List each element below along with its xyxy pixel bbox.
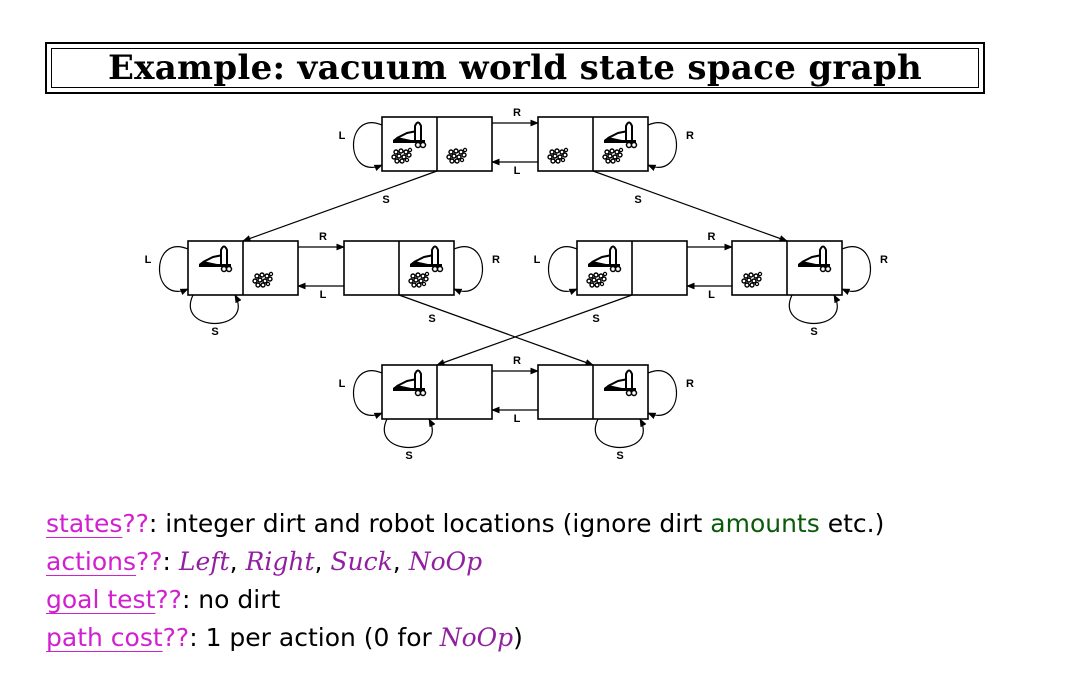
actions-comma-1: ,: [229, 547, 246, 576]
actions-term[interactable]: actions: [46, 547, 136, 576]
state-s5: [576, 240, 688, 296]
dirt-icon: [408, 271, 430, 288]
states-text: : integer dirt and robot locations (igno…: [148, 509, 711, 538]
dirt-icon: [547, 147, 569, 164]
state-s6: [731, 240, 843, 296]
label-suck: S: [634, 194, 641, 206]
states-highlight: amounts: [710, 509, 820, 538]
self-loop-right: [841, 246, 871, 296]
label-suck: S: [592, 313, 599, 325]
label-suck: S: [211, 326, 218, 338]
label-right: R: [708, 231, 716, 243]
self-loop-left: [159, 246, 189, 296]
label-right: R: [319, 231, 327, 243]
label-left: L: [514, 165, 521, 177]
label-right: R: [513, 355, 521, 367]
path-cost-text-end: ): [513, 623, 523, 652]
action-suck: Suck: [330, 547, 393, 576]
goal-test-text: : no dirt: [181, 585, 281, 614]
dirt-icon: [586, 271, 608, 288]
states-term[interactable]: states: [46, 509, 123, 538]
dirt-icon: [741, 271, 763, 288]
action-left: Left: [178, 547, 230, 576]
title-frame: Example: vacuum world state space graph: [45, 42, 985, 94]
states-qq: ??: [122, 509, 149, 538]
label-suck: S: [405, 450, 412, 462]
path-cost-line: path cost??: 1 per action (0 for NoOp): [46, 619, 1046, 657]
label-suck: S: [428, 313, 435, 325]
self-loop-left: [548, 246, 578, 296]
actions-comma-2: ,: [314, 547, 331, 576]
label-right: R: [492, 254, 500, 266]
self-loop-right: [647, 122, 677, 172]
actions-line: actions??: Left, Right, Suck, NoOp: [46, 543, 1046, 581]
self-loop-suck: [189, 294, 242, 324]
state-space-graph: R L R L R L R L L L L L R R R R S S S S S S S S: [145, 107, 888, 462]
label-left: L: [145, 254, 152, 266]
problem-definition: states??: integer dirt and robot locatio…: [46, 505, 1046, 657]
transition-s1-s3: [242, 170, 438, 242]
label-suck: S: [810, 326, 817, 338]
label-right: R: [513, 107, 521, 119]
transition-s4-s8: [398, 294, 594, 366]
label-suck: S: [382, 194, 389, 206]
title-inner-frame: Example: vacuum world state space graph: [51, 48, 979, 88]
state-s3: [187, 240, 299, 296]
self-loop-suck: [383, 418, 436, 448]
dirt-icon: [391, 147, 413, 164]
action-noop: NoOp: [408, 547, 483, 576]
state-s4: [343, 240, 455, 296]
dirt-icon: [446, 147, 468, 164]
transitions-layer: R L R L R L R L L L L L R R R R S S S S S S S S: [145, 107, 888, 462]
label-right: R: [686, 130, 694, 142]
label-left: L: [708, 289, 715, 301]
label-right: R: [686, 378, 694, 390]
transition-s5-s7: [436, 294, 633, 366]
self-loop-suck: [788, 294, 841, 324]
dirt-icon: [602, 147, 624, 164]
states-layer: [187, 116, 843, 420]
states-text-end: etc.): [819, 509, 885, 538]
path-cost-term[interactable]: path cost: [46, 623, 163, 652]
self-loop-suck: [594, 418, 647, 448]
label-left: L: [339, 130, 346, 142]
label-left: L: [320, 289, 327, 301]
goal-test-line: goal test??: no dirt: [46, 581, 1046, 619]
states-line: states??: integer dirt and robot locatio…: [46, 505, 1046, 543]
label-left: L: [339, 378, 346, 390]
action-right: Right: [245, 547, 315, 576]
goal-test-term[interactable]: goal test: [46, 585, 156, 614]
state-s2: [537, 116, 649, 172]
self-loop-right: [647, 370, 677, 420]
label-left: L: [514, 413, 521, 425]
path-cost-qq: ??: [162, 623, 190, 652]
label-left: L: [534, 254, 541, 266]
dirt-icon: [252, 271, 274, 288]
actions-sep: :: [162, 547, 179, 576]
label-right: R: [880, 254, 888, 266]
self-loop-right: [453, 246, 483, 296]
state-s1: [381, 116, 493, 172]
self-loop-left: [353, 122, 383, 172]
state-s8: [537, 364, 649, 420]
label-suck: S: [616, 450, 623, 462]
actions-qq: ??: [135, 547, 163, 576]
path-cost-noop: NoOp: [439, 623, 514, 652]
state-s7: [381, 364, 493, 420]
actions-comma-3: ,: [392, 547, 409, 576]
self-loop-left: [353, 370, 383, 420]
path-cost-text: : 1 per action (0 for: [189, 623, 440, 652]
transition-s2-s6: [592, 170, 788, 242]
page-title: Example: vacuum world state space graph: [107, 48, 923, 88]
goal-test-qq: ??: [155, 585, 182, 614]
